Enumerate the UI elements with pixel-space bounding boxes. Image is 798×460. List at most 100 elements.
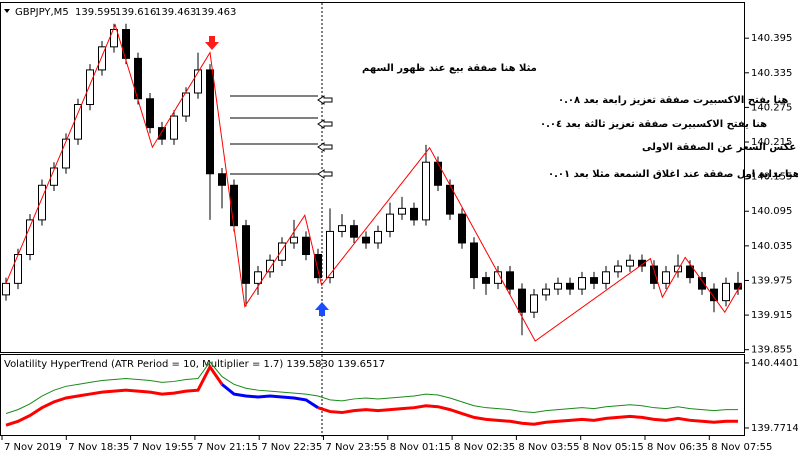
main-frame: [0, 2, 745, 353]
x-tick-label: 7 Nov 2019: [4, 442, 62, 453]
candle-body: [314, 254, 322, 279]
zigzag: [5, 23, 743, 342]
header-price: 139.595: [75, 7, 116, 18]
y-tick-label: 140.395: [751, 33, 792, 44]
header-price: 139.616: [115, 7, 156, 18]
candle-body: [278, 242, 286, 261]
candle-body: [122, 29, 130, 59]
header-price: 139.463: [155, 7, 196, 18]
candle-body: [422, 161, 430, 221]
candle-body: [434, 161, 442, 186]
candle-body: [410, 207, 418, 221]
candle-body: [458, 213, 466, 244]
candle-body: [350, 225, 358, 238]
y-tick-label: 139.855: [751, 345, 792, 356]
candle-body: [14, 254, 22, 284]
candle-body: [266, 259, 274, 273]
indicator-line: [5, 363, 224, 427]
y-tick-label: 139.915: [751, 310, 792, 321]
sell-arrow: [205, 36, 219, 50]
candle-body: [50, 167, 58, 186]
indicator-line: [317, 404, 738, 426]
candle-body: [26, 219, 34, 256]
symbol: GBPJPY,M5: [15, 7, 69, 18]
annotation: هنا يفتح الاكسبيرت صفقة تعزيز بعد ٠.٠٢ ا…: [642, 142, 798, 153]
candle-body: [194, 69, 202, 94]
candle-body: [650, 265, 658, 284]
candle-body: [254, 271, 262, 284]
candle-body: [530, 294, 538, 313]
y-tick-label: 140.275: [751, 102, 792, 113]
x-tick-label: 8 Nov 03:55: [518, 442, 579, 453]
x-tick-label: 8 Nov 02:35: [454, 442, 515, 453]
candle-body: [578, 277, 586, 290]
candle-body: [218, 173, 226, 186]
annotation: هنا بداية اول صفقة عند اغلاق الشمعة مثلا…: [548, 169, 798, 180]
candle-body: [602, 271, 610, 284]
candle-body: [326, 230, 334, 279]
candle-body: [674, 265, 682, 273]
candle-body: [686, 265, 694, 279]
candle-body: [374, 230, 382, 244]
y-tick-label: 140.215: [751, 137, 792, 148]
candle-body: [86, 69, 94, 106]
y-tick-label: 140.035: [751, 241, 792, 252]
candle-body: [482, 277, 490, 284]
candle-body: [170, 115, 178, 140]
buy-arrow: [315, 302, 329, 316]
y2-tick-label: 140.4401: [751, 358, 798, 369]
candle-body: [494, 271, 502, 284]
x-tick-label: 7 Nov 18:35: [68, 442, 129, 453]
y-tick-label: 140.155: [751, 172, 792, 183]
candle-body: [338, 225, 346, 232]
header-price: 139.463: [195, 7, 236, 18]
annotation-arrow: [317, 142, 333, 152]
candle-body: [398, 207, 406, 215]
candle-body: [62, 138, 70, 169]
annotation-arrow: [317, 169, 333, 179]
x-tick-label: 7 Nov 21:15: [197, 442, 258, 453]
candle-body: [518, 288, 526, 313]
annotation: مثلا هنا صفقة بيع عند ظهور السهم: [362, 63, 537, 74]
x-tick-label: 7 Nov 23:55: [326, 442, 387, 453]
candle-body: [206, 69, 214, 175]
candle-body: [386, 213, 394, 232]
y-tick-label: 139.975: [751, 275, 792, 286]
indicator-line: [5, 361, 738, 414]
candle-body: [146, 98, 154, 129]
x-tick-label: 8 Nov 05:15: [583, 442, 644, 453]
candle-body: [158, 127, 166, 140]
candle-body: [506, 271, 514, 290]
y2-tick-label: 139.7714: [751, 423, 798, 434]
y-tick-label: 140.095: [751, 206, 792, 217]
candle-body: [110, 29, 118, 48]
candle-body: [626, 259, 634, 267]
x-tick-label: 8 Nov 06:35: [647, 442, 708, 453]
y-tick-label: 140.335: [751, 68, 792, 79]
candle-body: [662, 271, 670, 284]
candle-body: [302, 236, 310, 256]
candle-body: [290, 236, 298, 244]
candle-body: [554, 282, 562, 290]
candle-body: [566, 282, 574, 290]
candle-body: [614, 265, 622, 273]
candle-body: [242, 225, 250, 284]
candle-body: [362, 236, 370, 244]
annotation: هنا يفتح الاكسبيرت صفقة تعزيز رابعة بعد …: [558, 95, 788, 106]
candle-body: [230, 184, 238, 227]
candle-body: [638, 259, 646, 267]
candle-body: [698, 277, 706, 290]
x-tick-label: 7 Nov 19:55: [133, 442, 194, 453]
x-tick-label: 7 Nov 22:35: [261, 442, 322, 453]
annotation: هنا يفتح الاكسبيرت صفقة تعزيز ثالثة بعد …: [540, 119, 767, 130]
candle-body: [722, 282, 730, 302]
indicator-line: [221, 383, 319, 409]
indicator-title: Volatility HyperTrend (ATR Period = 10, …: [4, 359, 385, 370]
x-tick-label: 8 Nov 01:15: [390, 442, 451, 453]
candle-body: [98, 46, 106, 71]
annotation-arrow: [317, 119, 333, 129]
x-tick-label: 8 Nov 07:55: [711, 442, 772, 453]
candle-body: [470, 242, 478, 279]
